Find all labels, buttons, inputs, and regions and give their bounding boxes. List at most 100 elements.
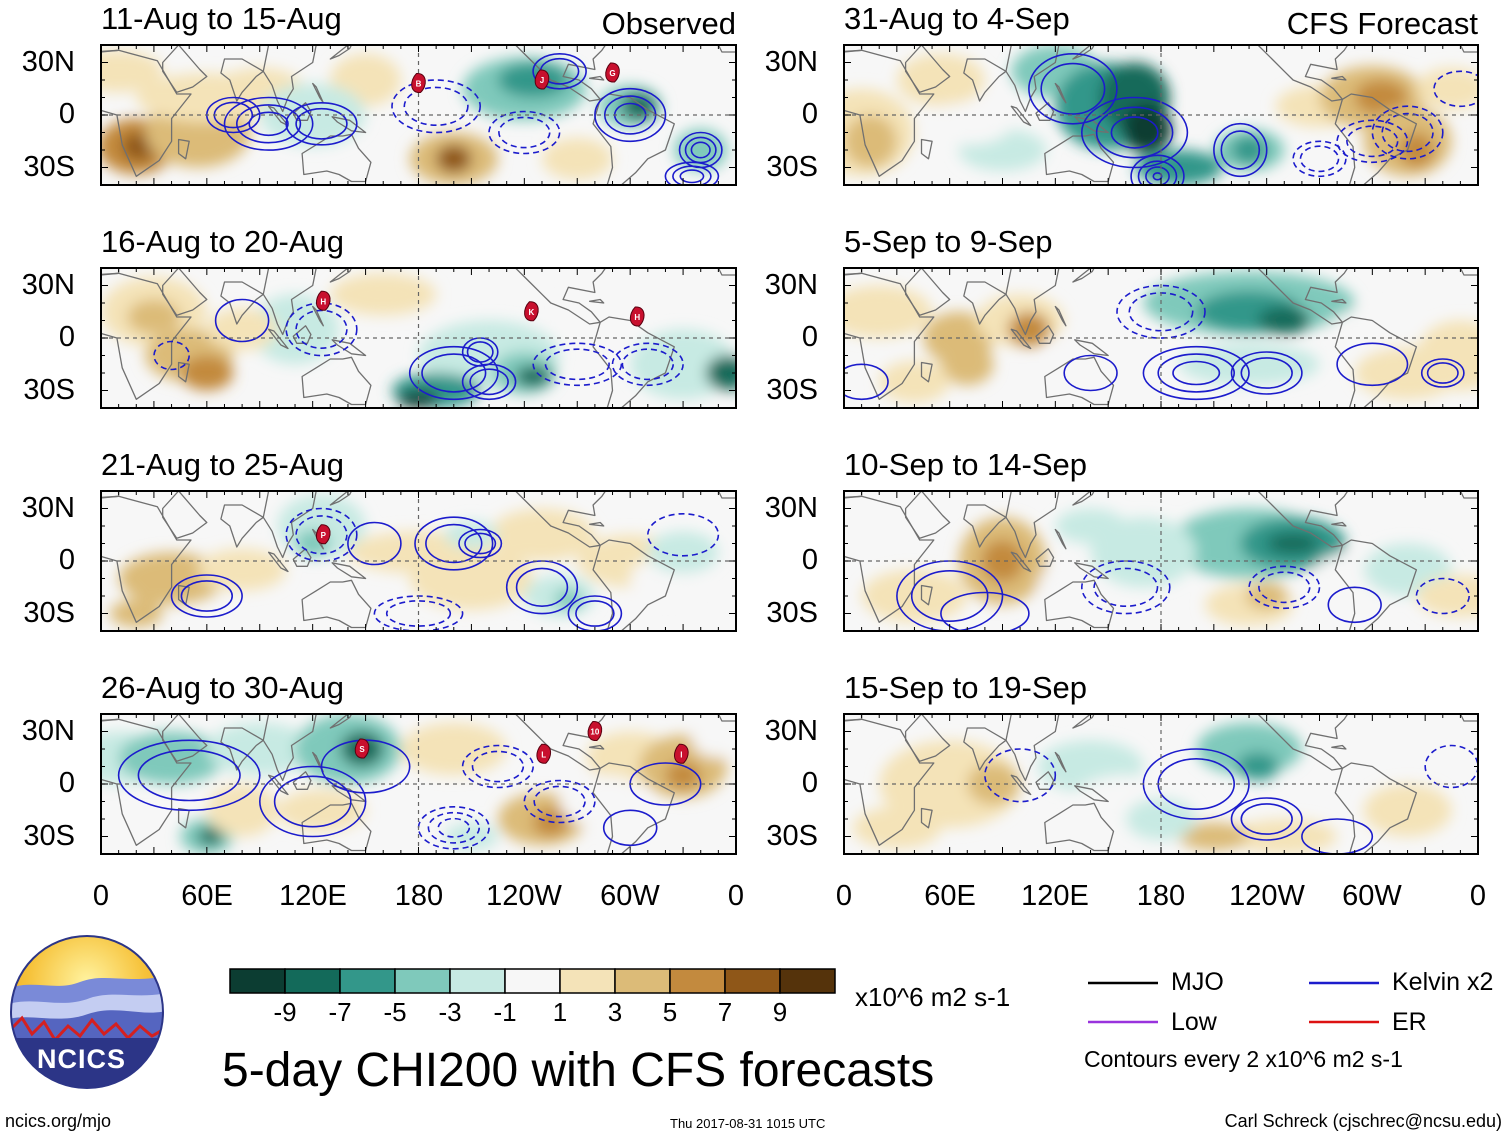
x-tick-label: 120E	[1021, 880, 1089, 912]
kelvin-contour	[170, 574, 243, 618]
kelvin-contour	[1415, 577, 1471, 615]
coastline	[1459, 714, 1478, 722]
coastline	[1186, 45, 1349, 102]
coastline	[329, 491, 353, 506]
kelvin-contour	[1248, 565, 1321, 610]
kelvin-contour	[458, 528, 503, 559]
coastline	[292, 102, 312, 121]
coastline	[292, 325, 312, 344]
map-panel: P	[100, 490, 737, 632]
hurricane-icon	[411, 72, 426, 94]
coastline	[904, 268, 951, 316]
coastline	[1459, 491, 1478, 499]
coastline	[1010, 551, 1032, 573]
map-panel: S L 10 I	[100, 713, 737, 855]
kelvin-contour	[408, 345, 499, 401]
coastline	[329, 268, 353, 283]
panel-title: 16-Aug to 20-Aug	[101, 224, 345, 259]
colorbar-tick-label: 5	[662, 997, 678, 1027]
map-panel	[843, 44, 1479, 186]
y-tick-label: 0	[801, 767, 818, 799]
kelvin-contour	[1371, 105, 1444, 160]
coastline	[588, 744, 605, 750]
coastline	[331, 562, 367, 580]
coastline	[1334, 762, 1418, 854]
kelvin-contour	[214, 298, 270, 343]
coastline	[220, 727, 264, 771]
coastline	[920, 584, 933, 606]
anomaly-blob	[844, 115, 897, 168]
coastline	[301, 133, 372, 183]
storm-marker: H	[629, 306, 645, 327]
coastline	[1186, 268, 1349, 325]
kelvin-contour	[844, 363, 889, 401]
kelvin-contour	[153, 340, 191, 371]
coastline	[292, 771, 312, 790]
coastline	[963, 727, 1007, 771]
kelvin-contour	[611, 342, 684, 387]
kelvin-contour	[1142, 345, 1250, 401]
anomaly-blob	[852, 806, 941, 849]
kelvin-contour	[1381, 112, 1434, 153]
legend-label-mjo: MJO	[1171, 968, 1224, 996]
coastline	[1072, 714, 1095, 729]
kelvin-contour	[498, 116, 551, 149]
coastline	[1044, 802, 1115, 852]
storm-label: H	[634, 313, 640, 322]
kelvin-contour	[1336, 119, 1409, 164]
hurricane-icon	[354, 738, 370, 759]
coastline	[1072, 45, 1095, 60]
kelvin-contour	[223, 96, 314, 151]
coastline	[1331, 298, 1347, 304]
y-tick-label: 30N	[764, 715, 818, 747]
colorbar-tick-label: -5	[383, 997, 407, 1027]
kelvin-contour	[466, 341, 494, 363]
colorbar-swatch	[449, 968, 506, 994]
coastline	[1186, 714, 1349, 771]
kelvin-contour	[1116, 284, 1206, 339]
kelvin-contours	[170, 507, 720, 631]
y-tick-label: 30N	[21, 269, 75, 301]
anomaly-blob	[109, 599, 163, 628]
colorbar-swatch	[394, 968, 451, 994]
storm-marker: P	[316, 524, 331, 545]
anomaly-blob	[923, 102, 1012, 145]
coastline	[920, 807, 933, 829]
source-url[interactable]: ncics.org/mjo	[5, 1111, 112, 1131]
hurricane-icon	[316, 524, 331, 545]
anomaly-blob	[1354, 80, 1408, 115]
y-tick-label: 30S	[23, 151, 75, 183]
kelvin-contour	[940, 591, 1030, 631]
coastline	[717, 45, 736, 53]
kelvin-contour	[1130, 154, 1185, 185]
coastline	[267, 328, 289, 350]
coastline	[220, 58, 264, 102]
kelvin-contour	[1080, 96, 1189, 169]
coastline	[220, 281, 264, 325]
storm-label: H	[320, 297, 326, 306]
anomaly-blob	[559, 775, 648, 828]
coastline	[1459, 45, 1478, 53]
coastline	[1010, 105, 1032, 127]
kelvin-contour	[295, 515, 348, 555]
legend-label-er: ER	[1392, 1008, 1427, 1036]
panel-title: 10-Sep to 14-Sep	[844, 447, 1088, 482]
kelvin-contour	[1040, 62, 1106, 115]
coastline	[717, 268, 736, 276]
anomaly-blob	[1178, 343, 1320, 386]
anomaly-blob	[198, 827, 223, 846]
anomaly-blob	[1231, 136, 1267, 164]
coastline	[844, 49, 935, 177]
coastline	[262, 491, 317, 559]
anomaly-blob	[542, 137, 613, 180]
legend-lines	[1088, 981, 1379, 1024]
coastline	[1010, 774, 1032, 796]
y-tick-label: 30S	[766, 374, 818, 406]
kelvin-contour	[567, 595, 623, 631]
y-tick-label: 0	[58, 767, 75, 799]
colorbar-swatch	[504, 968, 561, 994]
hurricane-icon	[674, 743, 689, 764]
storm-marker: B	[411, 72, 426, 94]
kelvin-contour	[1095, 106, 1174, 159]
